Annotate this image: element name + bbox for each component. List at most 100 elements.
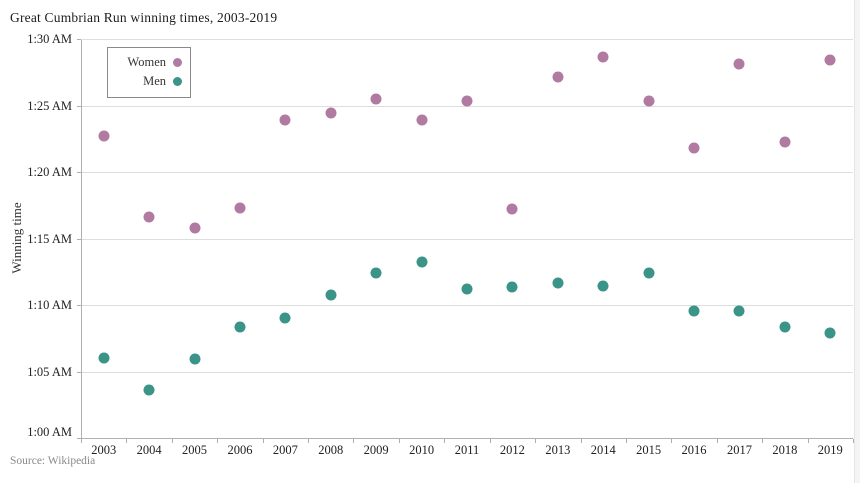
y-tick-mark	[77, 438, 81, 439]
y-tick-mark	[77, 39, 81, 40]
data-point-women	[98, 130, 110, 142]
x-tick-mark	[444, 439, 446, 443]
legend-item-men: Men	[114, 72, 182, 91]
men-marker-icon	[173, 77, 182, 86]
x-tick-mark	[671, 439, 673, 443]
y-tick-mark	[77, 238, 81, 240]
y-tick-label: 1:10 AM	[27, 298, 72, 312]
data-point-women	[597, 51, 609, 63]
x-tick-mark	[308, 439, 310, 443]
legend-label-women: Women	[127, 55, 166, 69]
data-point-men	[234, 321, 246, 333]
x-tick-label: 2014	[590, 443, 616, 457]
gridline	[81, 39, 853, 40]
y-tick-label: 1:20 AM	[27, 165, 72, 179]
x-tick-mark	[535, 439, 537, 443]
data-point-women	[779, 136, 791, 148]
data-point-men	[189, 353, 201, 365]
data-point-women	[279, 114, 291, 126]
data-point-men	[143, 384, 155, 396]
plot-area	[81, 39, 853, 439]
x-tick-label: 2018	[772, 443, 798, 457]
x-tick-label: 2016	[681, 443, 707, 457]
x-tick-label: 2012	[499, 443, 525, 457]
x-tick-mark	[171, 439, 173, 443]
x-tick-label: 2010	[409, 443, 435, 457]
data-point-women	[234, 202, 246, 214]
gridline	[81, 172, 853, 173]
y-tick-label: 1:30 AM	[27, 32, 72, 46]
data-point-women	[461, 95, 473, 107]
y-tick-mark	[77, 172, 81, 173]
x-tick-mark	[489, 439, 491, 443]
x-tick-label: 2006	[227, 443, 253, 457]
x-tick-mark	[81, 439, 82, 443]
data-point-men	[98, 352, 110, 364]
x-tick-mark	[353, 439, 355, 443]
x-tick-mark	[262, 439, 264, 443]
data-point-women	[733, 58, 745, 70]
y-tick-label: 1:15 AM	[27, 231, 72, 246]
x-tick-mark	[580, 439, 582, 443]
legend-label-men: Men	[143, 74, 166, 88]
data-point-men	[779, 321, 791, 333]
x-tick-mark	[126, 439, 128, 443]
data-point-men	[597, 280, 609, 292]
x-tick-mark	[398, 439, 400, 443]
x-tick-label: 2005	[182, 443, 208, 457]
x-tick-mark	[853, 439, 854, 443]
data-point-men	[733, 305, 745, 317]
x-tick-mark	[762, 439, 764, 443]
y-tick-mark	[77, 371, 81, 373]
x-tick-mark	[625, 439, 627, 443]
data-point-men	[552, 277, 564, 289]
x-tick-label: 2003	[91, 443, 117, 457]
x-tick-label: 2017	[726, 443, 752, 457]
x-tick-label: 2004	[136, 443, 162, 457]
x-tick-label: 2013	[545, 443, 571, 457]
x-tick-label: 2011	[454, 443, 480, 457]
y-tick-mark	[77, 305, 81, 306]
data-point-women	[189, 222, 201, 234]
gridline	[81, 305, 853, 306]
data-point-women	[688, 142, 700, 154]
data-point-women	[643, 95, 655, 107]
data-point-women	[325, 107, 337, 119]
x-tick-label: 2007	[272, 443, 298, 457]
x-tick-label: 2008	[318, 443, 344, 457]
data-point-women	[370, 93, 382, 105]
x-tick-label: 2019	[817, 443, 843, 457]
chart-title: Great Cumbrian Run winning times, 2003-2…	[10, 10, 278, 25]
y-tick-label: 1:00 AM	[27, 425, 72, 439]
data-point-women	[143, 211, 155, 223]
data-point-men	[506, 281, 518, 293]
gridline	[81, 238, 853, 240]
data-point-men	[824, 327, 836, 339]
y-axis-line	[81, 40, 82, 439]
data-point-women	[506, 203, 518, 215]
data-point-women	[824, 54, 836, 66]
y-tick-mark	[77, 105, 81, 107]
data-point-men	[325, 289, 337, 301]
data-point-men	[643, 267, 655, 279]
x-axis-line	[81, 438, 853, 439]
y-tick-label: 1:25 AM	[27, 98, 72, 113]
source-attribution: Source: Wikipedia	[10, 455, 96, 467]
gridline	[81, 371, 853, 373]
scrollbar-track[interactable]	[854, 0, 860, 483]
legend: Women Men	[107, 47, 191, 98]
legend-item-women: Women	[114, 53, 182, 72]
data-point-men	[279, 312, 291, 324]
data-point-men	[461, 283, 473, 295]
x-tick-label: 2015	[636, 443, 662, 457]
x-tick-mark	[716, 439, 718, 443]
data-point-women	[552, 71, 564, 83]
x-tick-mark	[807, 439, 809, 443]
data-point-men	[370, 267, 382, 279]
data-point-men	[688, 305, 700, 317]
data-point-women	[416, 114, 428, 126]
women-marker-icon	[173, 58, 182, 67]
y-tick-label: 1:05 AM	[27, 364, 72, 379]
x-tick-label: 2009	[363, 443, 389, 457]
